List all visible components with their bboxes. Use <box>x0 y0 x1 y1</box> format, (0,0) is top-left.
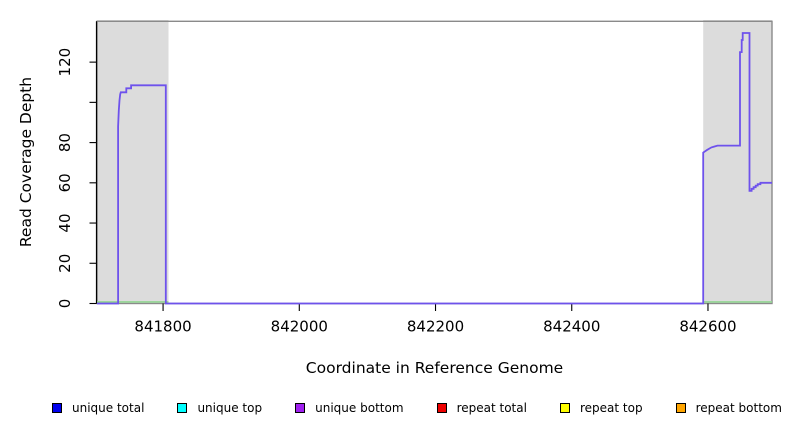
legend-label: repeat bottom <box>695 401 782 415</box>
legend-swatch-unique-total <box>52 403 62 413</box>
masked-region <box>97 20 169 304</box>
x-tick-label: 842600 <box>679 318 736 336</box>
coverage-line <box>97 32 772 305</box>
plot-border <box>96 20 773 305</box>
legend-item-unique-total: unique total <box>52 401 144 415</box>
legend-swatch-repeat-top <box>559 403 570 413</box>
y-tick-label: 20 <box>56 254 74 273</box>
legend-swatch-unique-bottom <box>295 403 306 413</box>
x-tick-label: 842000 <box>271 318 328 336</box>
y-tick-label: 0 <box>56 299 74 309</box>
legend-item-repeat-total: repeat total <box>436 401 527 415</box>
y-tick-label: 80 <box>56 133 74 152</box>
y-tick-label: 40 <box>56 213 74 232</box>
x-axis-title: Coordinate in Reference Genome <box>305 359 564 377</box>
legend-label: repeat top <box>579 401 643 415</box>
x-tick-label: 842200 <box>407 318 464 336</box>
y-tick-label: 120 <box>56 48 74 77</box>
masked-region <box>703 20 772 304</box>
legend-label: unique top <box>197 401 263 415</box>
legend-label: repeat total <box>456 401 527 415</box>
legend-swatch-unique-top <box>177 403 188 413</box>
y-tick-label: 60 <box>56 173 74 192</box>
legend-swatch-repeat-total <box>436 403 447 413</box>
legend-swatch-repeat-bottom <box>675 403 686 413</box>
x-tick-label: 841800 <box>134 318 191 336</box>
legend-label: unique total <box>72 401 145 415</box>
legend-item-repeat-top: repeat top <box>559 401 643 415</box>
plot-area: 841800 842000 842200 842400 842600 0 20 40 60 80 1… <box>56 20 773 336</box>
legend-item-unique-bottom: unique bottom <box>295 401 404 415</box>
legend-label: unique bottom <box>315 401 404 415</box>
legend: unique total unique top unique bottom re… <box>0 398 792 418</box>
legend-item-repeat-bottom: repeat bottom <box>675 401 782 415</box>
legend-item-unique-top: unique top <box>177 401 262 415</box>
x-tick-label: 842400 <box>543 318 600 336</box>
y-axis-title: Read Coverage Depth <box>17 76 35 248</box>
